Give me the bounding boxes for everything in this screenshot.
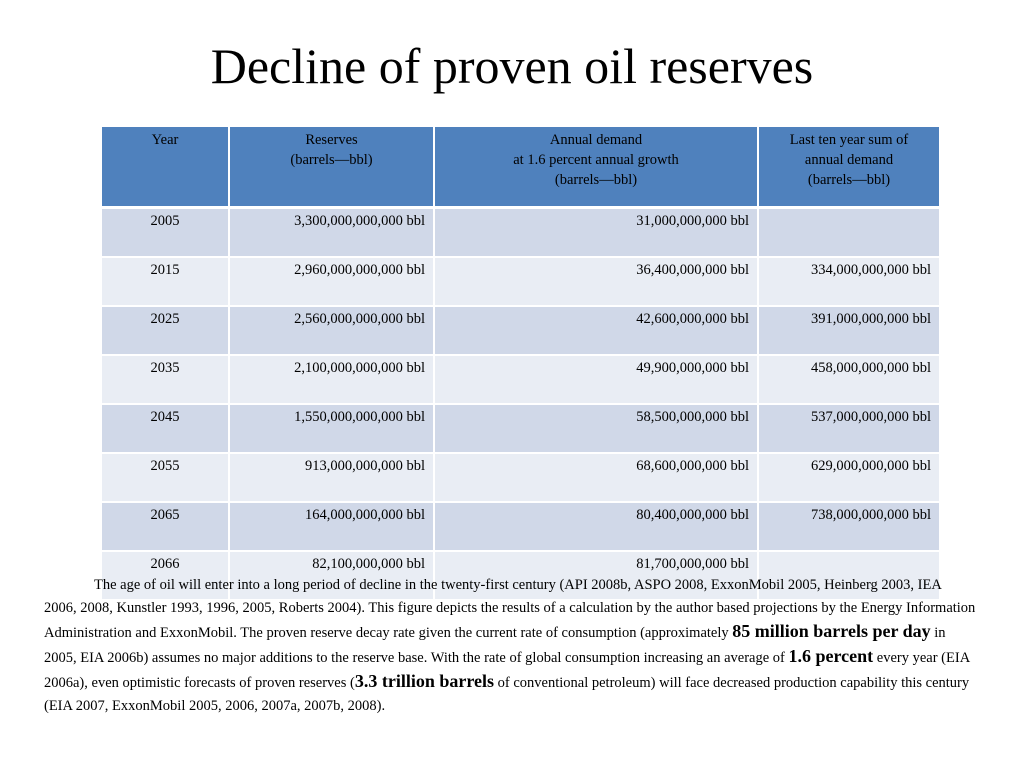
table-header-row: Year Reserves (barrels—bbl) Annual deman… <box>102 127 939 209</box>
cell-reserves: 82,100,000,000 bbl <box>229 551 435 601</box>
cell-year: 2065 <box>102 502 230 552</box>
cell-year: 2005 <box>102 207 230 258</box>
table-row: 2015 2,960,000,000,000 bbl 36,400,000,00… <box>102 257 939 307</box>
cell-reserves: 1,550,000,000,000 bbl <box>229 404 435 454</box>
cell-demand: 80,400,000,000 bbl <box>434 502 759 552</box>
caption-part: The age of oil will enter into a long pe… <box>44 577 976 641</box>
caption-part: of conventional petroleum) will face dec… <box>44 675 970 714</box>
header-reserves: Reserves (barrels—bbl) <box>229 127 435 209</box>
header-demand-line: Annual demand <box>549 132 643 148</box>
cell-reserves: 164,000,000,000 bbl <box>229 502 435 552</box>
caption-highlight: 3.3 trillion barrels <box>354 671 495 691</box>
table-row: 2065 164,000,000,000 bbl 80,400,000,000 … <box>102 502 939 552</box>
cell-reserves: 2,100,000,000,000 bbl <box>229 355 435 405</box>
cell-sum: 458,000,000,000 bbl <box>758 355 939 405</box>
cell-year: 2025 <box>102 306 230 356</box>
caption-part: every year (EIA 2006a), even optimistic … <box>44 650 970 691</box>
cell-sum <box>758 207 939 258</box>
header-sum-line: Last ten year sum of <box>789 132 909 148</box>
table-row: 2005 3,300,000,000,000 bbl 31,000,000,00… <box>102 207 939 258</box>
table-row: 2066 82,100,000,000 bbl 81,700,000,000 b… <box>102 551 939 601</box>
cell-year: 2035 <box>102 355 230 405</box>
cell-sum: 537,000,000,000 bbl <box>758 404 939 454</box>
cell-demand: 31,000,000,000 bbl <box>434 207 759 258</box>
caption-text: The age of oil will enter into a long pe… <box>44 574 976 718</box>
cell-sum: 629,000,000,000 bbl <box>758 453 939 503</box>
caption-paragraph: The age of oil will enter into a long pe… <box>44 574 976 718</box>
cell-year: 2066 <box>102 551 230 601</box>
header-ten-year-sum: Last ten year sum of annual demand (barr… <box>758 127 939 209</box>
slide-title: Decline of proven oil reserves <box>210 38 814 94</box>
header-reserves-line: Reserves <box>305 132 358 148</box>
cell-year: 2055 <box>102 453 230 503</box>
reserves-table: Year Reserves (barrels—bbl) Annual deman… <box>102 127 939 601</box>
caption-highlight: 85 million barrels per day <box>732 621 931 641</box>
cell-demand: 81,700,000,000 bbl <box>434 551 759 601</box>
cell-reserves: 2,560,000,000,000 bbl <box>229 306 435 356</box>
cell-demand: 42,600,000,000 bbl <box>434 306 759 356</box>
table-row: 2055 913,000,000,000 bbl 68,600,000,000 … <box>102 453 939 503</box>
caption-part: in 2005, EIA 2006b) assumes no major add… <box>44 625 946 666</box>
cell-year: 2045 <box>102 404 230 454</box>
cell-demand: 68,600,000,000 bbl <box>434 453 759 503</box>
header-year: Year <box>102 127 230 209</box>
cell-demand: 49,900,000,000 bbl <box>434 355 759 405</box>
cell-demand: 36,400,000,000 bbl <box>434 257 759 307</box>
header-reserves-line: (barrels—bbl) <box>290 152 373 168</box>
cell-sum: 391,000,000,000 bbl <box>758 306 939 356</box>
header-year-line: Year <box>151 132 179 148</box>
cell-reserves: 913,000,000,000 bbl <box>229 453 435 503</box>
cell-sum <box>758 551 939 601</box>
header-demand-line: (barrels—bbl) <box>554 172 638 188</box>
cell-sum: 334,000,000,000 bbl <box>758 257 939 307</box>
table-row: 2045 1,550,000,000,000 bbl 58,500,000,00… <box>102 404 939 454</box>
header-annual-demand: Annual demand at 1.6 percent annual grow… <box>434 127 759 209</box>
header-sum-line: (barrels—bbl) <box>807 172 891 188</box>
table-row: 2025 2,560,000,000,000 bbl 42,600,000,00… <box>102 306 939 356</box>
cell-demand: 58,500,000,000 bbl <box>434 404 759 454</box>
cell-year: 2015 <box>102 257 230 307</box>
table-row: 2035 2,100,000,000,000 bbl 49,900,000,00… <box>102 355 939 405</box>
cell-sum: 738,000,000,000 bbl <box>758 502 939 552</box>
cell-reserves: 2,960,000,000,000 bbl <box>229 257 435 307</box>
caption-highlight: 1.6 percent <box>788 646 874 666</box>
cell-reserves: 3,300,000,000,000 bbl <box>229 207 435 258</box>
header-sum-line: annual demand <box>804 152 894 168</box>
header-demand-line: at 1.6 percent annual growth <box>513 152 679 168</box>
